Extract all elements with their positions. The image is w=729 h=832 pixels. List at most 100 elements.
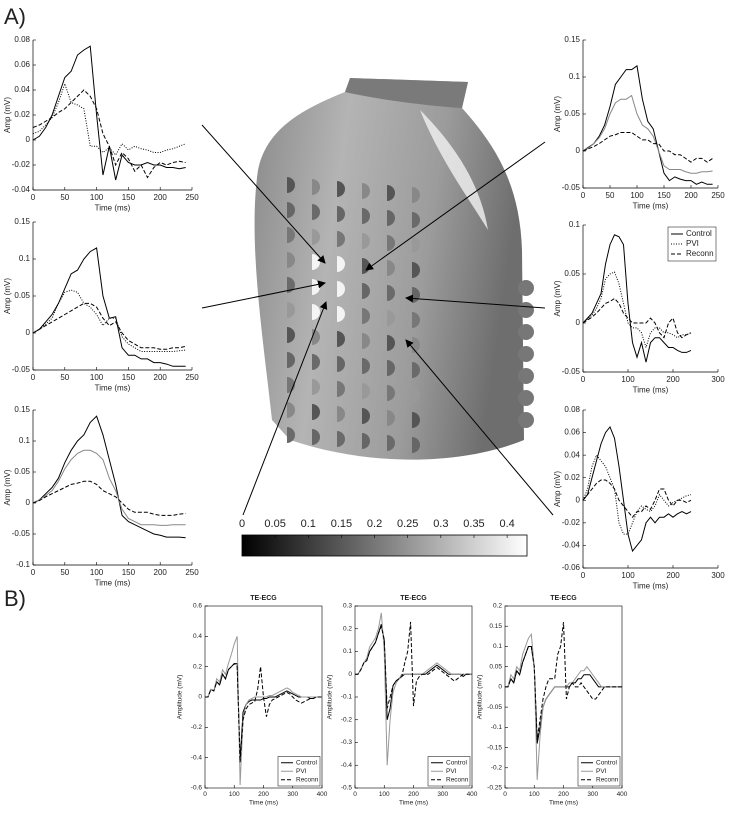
electrode [362,358,370,374]
colorbar-tick-label: 0.1 [301,518,316,530]
electrode [287,302,295,318]
electrode [337,281,345,297]
electrode [362,433,370,449]
x-tick-label: 300 [287,791,298,798]
electrode [337,306,345,322]
electrode [287,202,295,218]
electrode [518,346,534,362]
line-chart: 0 100 200 300 400 -0.5 -0.4 -0.3 -0.2 -0.1 0 0.1 0.2… [327,595,478,807]
series-line [32,415,186,539]
line-chart: 0 50 100 150 200 250 -0.04 -0.02 0 0.02 0.04 0.06 0.… [3,35,199,212]
electrode [412,187,420,203]
x-axis-label: Time (ms) [549,800,578,807]
x-axis-label: Time (ms) [633,582,669,591]
electrode [337,256,345,272]
y-tick-label: -0.1 [16,560,30,569]
x-tick-label: 300 [437,791,448,798]
legend-label: Reconn [296,776,319,783]
series-line [32,302,186,350]
x-tick-label: 200 [666,375,680,384]
x-tick-label: 100 [379,791,390,798]
electrode [518,368,534,384]
y-tick-label: -0.05 [12,529,31,538]
y-tick-label: -0.06 [562,563,581,572]
electrode [337,356,345,372]
colorbar-tick-label: 0.05 [264,518,285,530]
x-tick-label: 150 [122,568,136,577]
legend-label: Control [596,759,618,766]
colorbar-tick-label: 0.2 [367,518,382,530]
x-tick-label: 200 [684,191,698,200]
x-tick-label: 400 [467,791,478,798]
electrode [518,412,534,428]
y-tick-label: -0.04 [12,185,31,194]
chart-title: TE-ECG [550,595,577,602]
electrode [412,362,420,378]
series-line [32,480,186,516]
series-line [355,612,472,766]
colorbar-tick-label: 0 [239,518,245,530]
y-tick-label: -0.2 [191,724,203,731]
series-line [205,663,322,761]
y-tick-label: 0.3 [343,603,352,610]
x-tick-label: 0 [31,373,36,382]
x-tick-label: 400 [617,791,628,798]
electrode [337,431,345,447]
series-line [32,82,186,156]
electrode [362,408,370,424]
torso [254,78,534,460]
electrode [287,252,295,268]
x-tick-label: 100 [621,571,635,580]
x-tick-label: 50 [60,568,69,577]
x-tick-label: 0 [581,375,586,384]
series-line [582,234,692,363]
electrode [387,285,395,301]
line-chart: 0 100 200 300 400 -0.25 -0.2 -0.15 -0.1 -0.05 0 0.0… [477,595,628,807]
x-tick-label: 400 [317,791,328,798]
x-tick-label: 200 [558,791,569,798]
x-axis-label: Time (ms) [249,800,278,807]
y-tick-label: 0.15 [14,405,30,414]
electrode [387,435,395,451]
y-tick-label: 0.05 [564,269,580,278]
electrode [362,333,370,349]
y-tick-label: -0.04 [562,541,581,550]
y-tick-label: -0.3 [341,739,353,746]
electrode [337,406,345,422]
y-tick-label: 0.1 [343,648,352,655]
y-tick-label: 0.1 [493,643,502,650]
colorbar-tick-label: 0.4 [499,518,514,530]
electrode [387,310,395,326]
electrode [362,208,370,224]
electrode [337,381,345,397]
electrode [312,404,320,420]
x-tick-label: 200 [258,791,269,798]
y-tick-label: 0.06 [14,60,30,69]
y-tick-label: 0.04 [14,85,30,94]
series-line [32,89,186,179]
electrode [412,262,420,278]
electrode [362,183,370,199]
x-tick-label: 200 [408,791,419,798]
y-tick-label: 0.02 [564,473,580,482]
y-tick-label: -0.05 [562,367,581,376]
y-tick-label: 0 [198,694,202,701]
legend-label: Reconn [446,776,469,783]
y-tick-label: 0.05 [14,467,30,476]
series-line [582,454,692,535]
y-tick-label: 0 [576,495,581,504]
x-tick-label: 250 [185,193,199,202]
y-tick-label: -0.25 [487,785,502,792]
series-line [582,65,713,185]
electrode [518,324,534,340]
x-tick-label: 0 [503,791,507,798]
y-tick-label: 0.15 [14,217,30,226]
y-tick-label: -0.5 [341,785,353,792]
y-tick-label: -0.6 [191,785,203,792]
electrode [287,427,295,443]
electrode [412,237,420,253]
series-line [32,45,186,181]
electrode [412,437,420,453]
electrode [287,352,295,368]
